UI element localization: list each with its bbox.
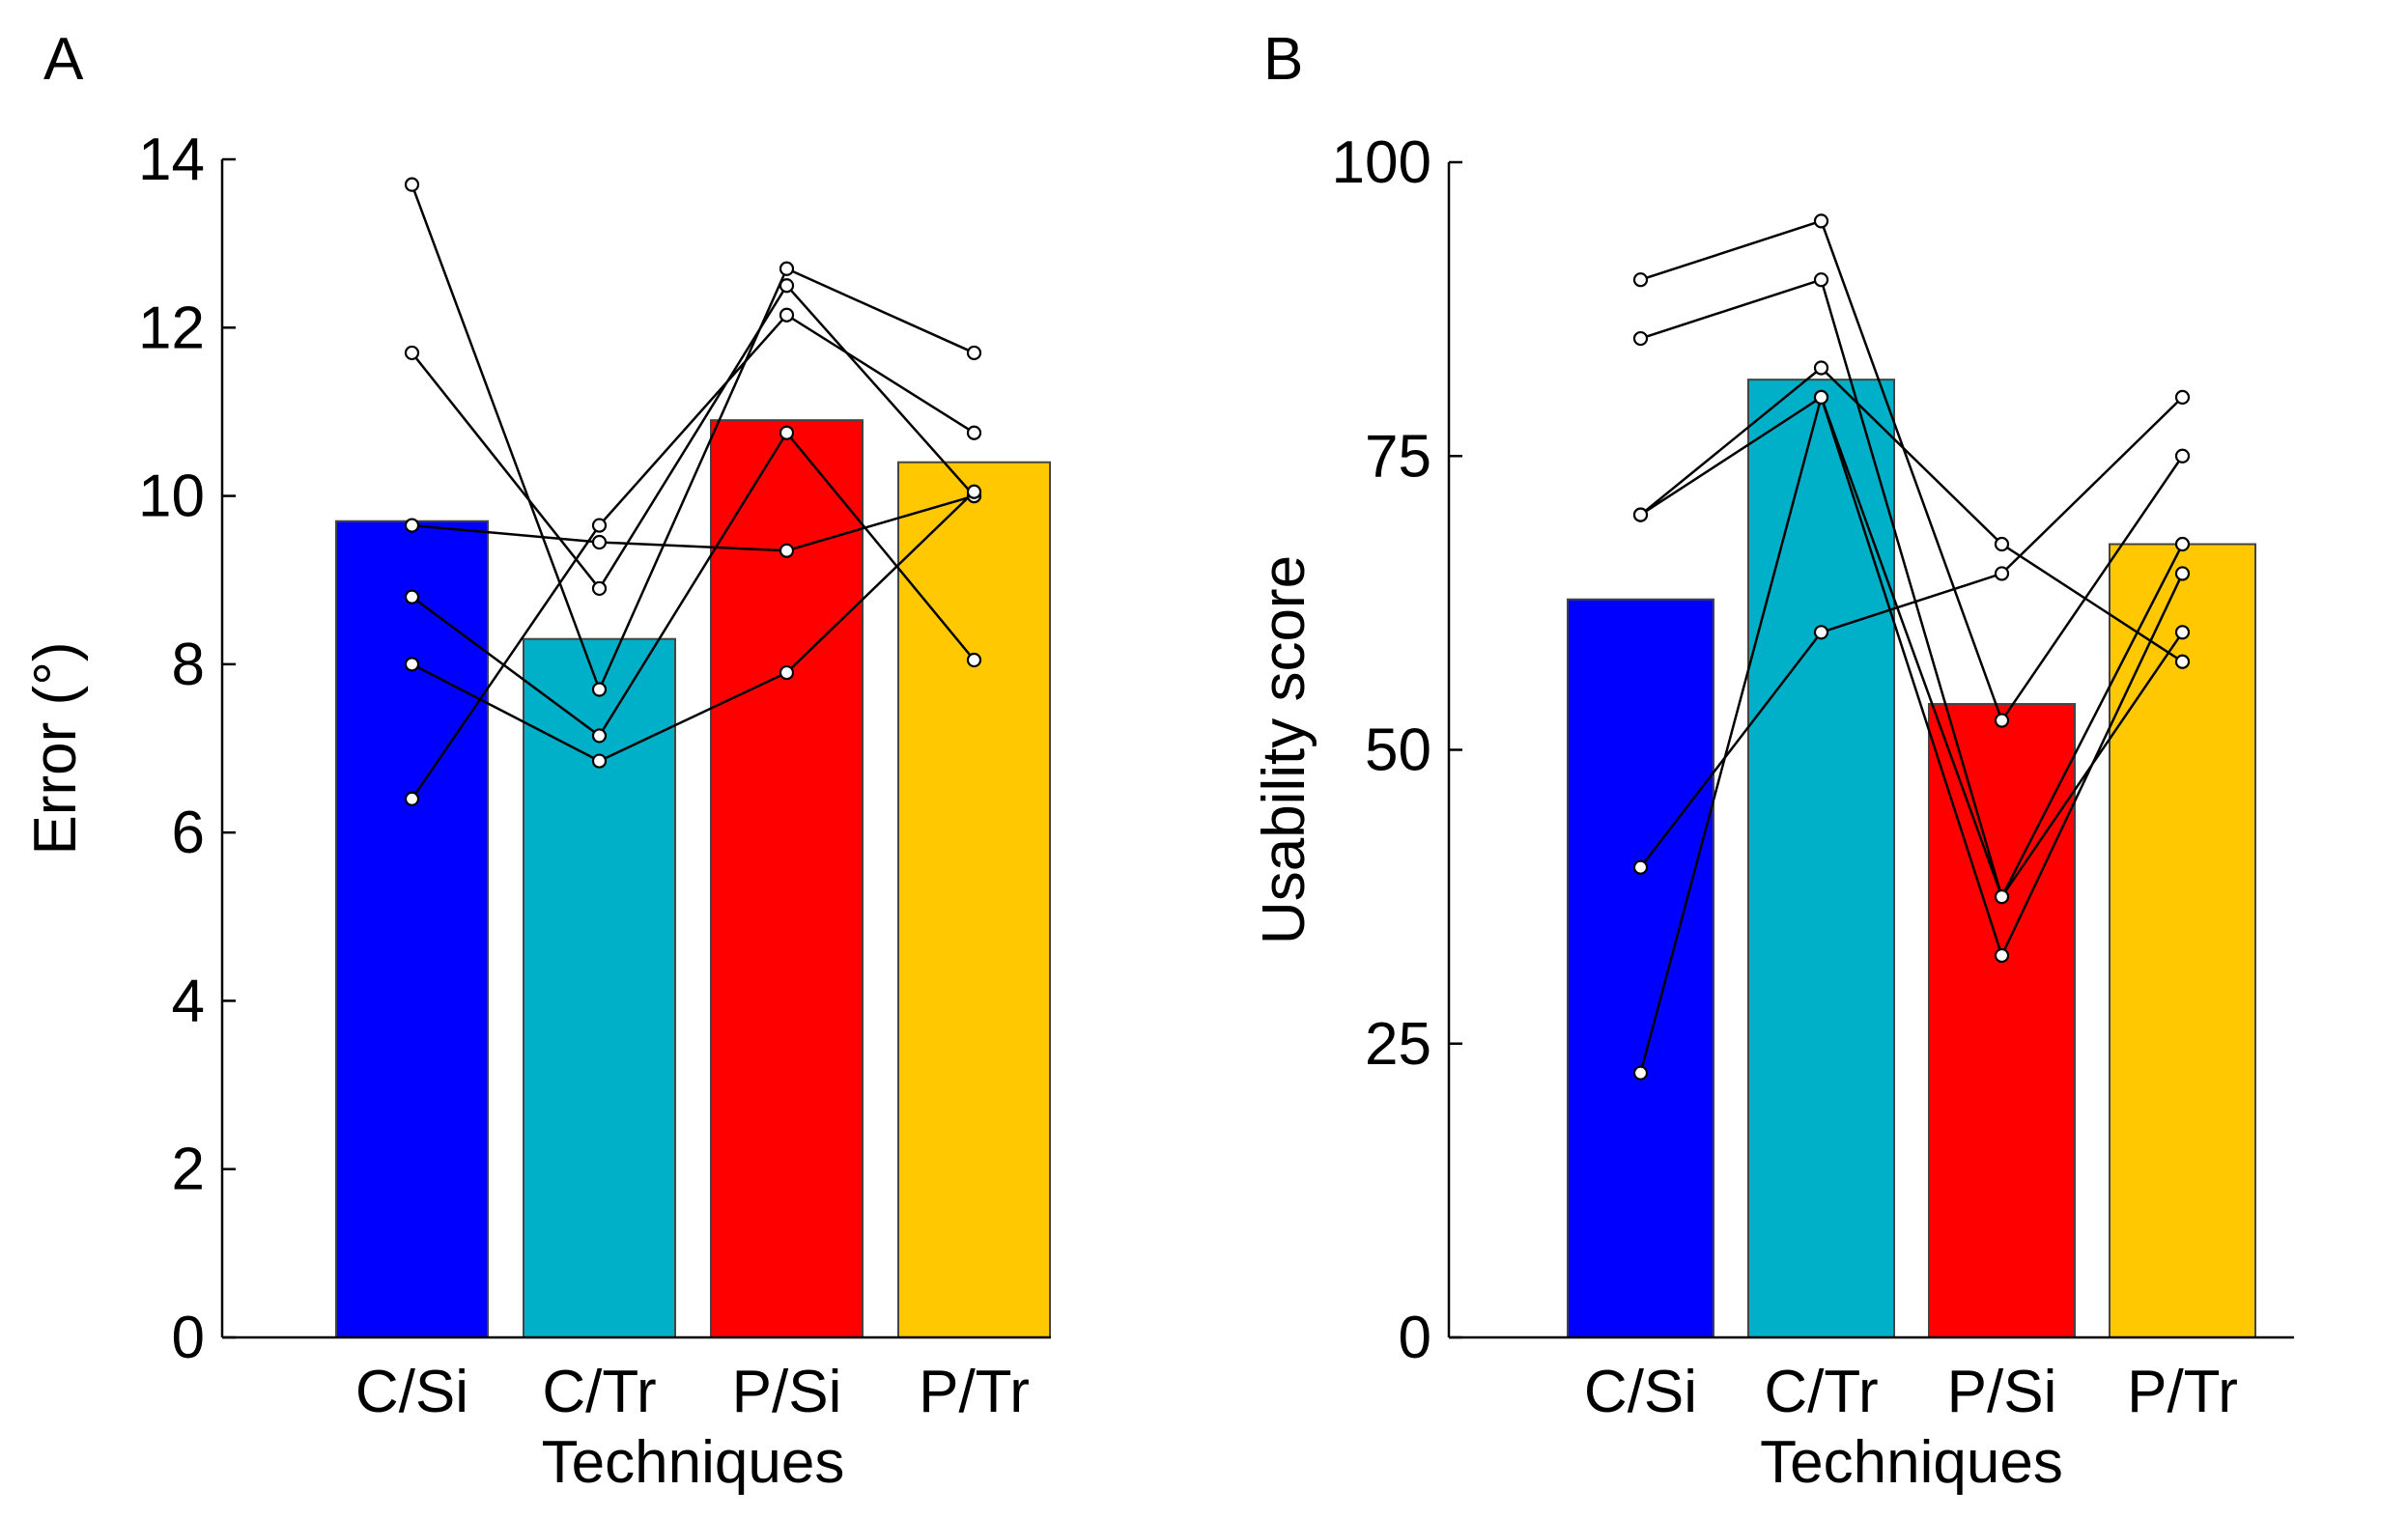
panel-a-x-tick-label: P/Tr — [919, 1359, 1030, 1425]
panel-a-subject-point — [404, 345, 420, 361]
panel-b-subject-point — [1813, 213, 1829, 229]
panel-a-subject-point — [404, 177, 420, 192]
panel-b-subject-line — [1639, 393, 2184, 1074]
panel-a-subject-point — [779, 664, 795, 681]
panel-b-label: B — [1263, 26, 1303, 93]
panel-b-subject-point — [1813, 625, 1829, 640]
panel-a-x-tick-label: C/Si — [355, 1359, 468, 1425]
panel-b-x-tick-label: C/Si — [1584, 1359, 1697, 1425]
panel-a-y-tick-label: 8 — [172, 632, 205, 698]
panel-a-subject-line — [411, 183, 976, 693]
panel-a-subject-line — [411, 491, 976, 763]
panel-a-subject-point — [591, 518, 608, 533]
panel-b-subject-line — [1639, 366, 2184, 663]
panel-a-x-axis-label: Techniques — [542, 1429, 845, 1496]
panel-a-y-tick-label: 12 — [138, 295, 205, 361]
panel-b-subject-point — [1994, 713, 2010, 728]
panel-b-subject-point — [1632, 272, 1649, 288]
panel-b-y-tick-label: 100 — [1332, 129, 1431, 196]
panel-a-subject-point — [966, 652, 982, 668]
panel-b-subject-point — [1632, 1065, 1649, 1081]
panel-b-subject-point — [1813, 360, 1829, 376]
panel-b-subject-point — [2174, 536, 2191, 552]
panel-b-y-tick-label: 0 — [1399, 1305, 1431, 1371]
panel-b-bar-c-si — [1567, 598, 1714, 1338]
panel-a-subject-line — [411, 431, 976, 738]
panel-a-subject-point — [779, 261, 795, 276]
panel-a-subject-point — [966, 425, 982, 440]
panel-b-subject-point — [2174, 566, 2191, 581]
panel-a-subject-point — [591, 753, 608, 769]
panel-a: A 0 2 4 6 8 10 12 14 C/Si C/Tr P/Si P/Tr Technique… — [22, 26, 1051, 1496]
panel-a-subject-line — [411, 283, 976, 591]
panel-a-y-tick-label: 2 — [172, 1137, 205, 1203]
panel-a-subject-point — [779, 425, 795, 440]
panel-a-bar-c-si — [335, 520, 489, 1338]
panel-a-subject-point — [591, 580, 608, 597]
panel-b-subject-point — [1994, 947, 2010, 964]
panel-b-subject-point — [1994, 889, 2010, 905]
panel-a-subject-point — [779, 278, 795, 294]
panel-a-subject-point — [404, 657, 420, 672]
panel-a-subject-line — [411, 313, 976, 800]
panel-a-subject-point — [779, 307, 795, 323]
panel-b-y-tick-label: 25 — [1365, 1011, 1431, 1078]
panel-a-y-tick-label: 0 — [172, 1305, 205, 1371]
panel-a-subject-point — [779, 543, 795, 558]
panel-a-subject-point — [591, 682, 608, 697]
panel-a-subject-point — [591, 534, 608, 550]
panel-b-y-tick-label: 75 — [1365, 423, 1431, 490]
panel-b-subject-point — [1994, 536, 2010, 552]
panel-a-y-axis-label: Error (°) — [22, 641, 89, 855]
panel-a-subject-line — [411, 494, 975, 552]
panel-a-x-tick-label: C/Tr — [542, 1359, 656, 1425]
panel-b-subject-point — [2174, 625, 2191, 640]
panel-a-label: A — [43, 26, 84, 93]
panel-a-bar-c-tr — [523, 637, 676, 1338]
panel-a-subject-point — [404, 791, 420, 806]
panel-b-subject-point — [2174, 448, 2191, 464]
panel-b-subject-point — [1813, 272, 1829, 288]
panel-b-y-axis-label: Usability score — [1251, 555, 1317, 944]
panel-a-y-tick-label: 14 — [138, 126, 205, 193]
panel-b-x-tick-label: P/Tr — [2127, 1359, 2238, 1425]
panel-b-x-tick-label: C/Tr — [1764, 1359, 1878, 1425]
panel-b-bar-c-tr — [1747, 379, 1895, 1338]
panel-a-subject-point — [966, 484, 982, 499]
panel-b-x-axis-label: Techniques — [1760, 1429, 2063, 1496]
panel-a-subject-point — [966, 345, 982, 361]
panel-b-subject-point — [1994, 566, 2010, 581]
panel-b-subject-point — [1813, 389, 1829, 405]
panel-b-subject-point — [1632, 507, 1649, 522]
panel-b-y-tick-label: 50 — [1365, 717, 1431, 784]
panel-a-x-tick-label: P/Si — [732, 1359, 842, 1425]
panel-a-bar-p-si — [710, 419, 864, 1338]
panel-b: B 0 25 50 75 100 C/Si C/Tr P/Si P/Tr Techniques… — [1251, 26, 2294, 1496]
panel-b-subject-point — [2174, 389, 2191, 405]
panel-b-subject-line — [1640, 278, 2184, 900]
panel-b-subject-line — [1640, 219, 2184, 723]
panel-a-subject-point — [404, 589, 420, 604]
panel-b-subject-point — [1632, 859, 1649, 875]
panel-a-bar-p-tr — [897, 461, 1051, 1338]
panel-b-subject-line — [1639, 396, 2184, 868]
panel-a-subject-point — [591, 728, 608, 744]
panel-a-y-tick-label: 6 — [172, 800, 205, 866]
panel-b-x-tick-label: P/Si — [1947, 1359, 2057, 1425]
panel-b-subject-point — [2174, 654, 2191, 669]
panel-a-subject-point — [404, 518, 420, 533]
panel-b-subject-point — [1632, 330, 1649, 347]
panel-a-y-tick-label: 10 — [138, 464, 205, 530]
panel-a-y-tick-label: 4 — [172, 968, 205, 1034]
